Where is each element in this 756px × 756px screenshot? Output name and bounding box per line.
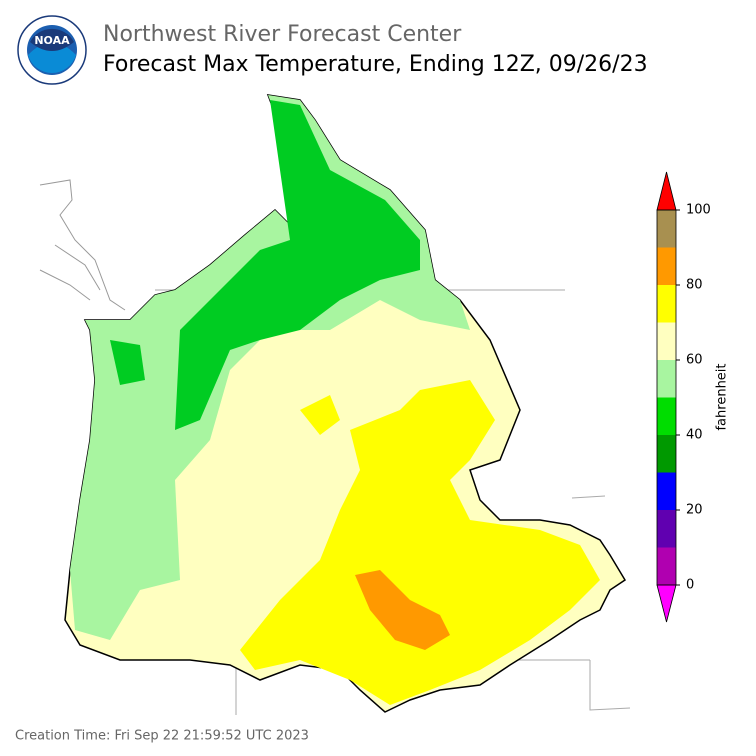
- colorbar-under: [656, 584, 677, 623]
- colorbar-bin: [657, 210, 676, 248]
- colorbar-tick-label: 60: [686, 353, 703, 368]
- colorbar-tick-label: 100: [686, 203, 711, 218]
- map: [39, 94, 631, 715]
- colorbar-bin: [657, 322, 676, 360]
- logo-text: NOAA: [34, 34, 70, 47]
- colorbar-bin: [657, 510, 676, 548]
- colorbar-tick-label: 0: [686, 578, 694, 593]
- colorbar-tick-label: 40: [686, 428, 703, 443]
- subtitle: Forecast Max Temperature, Ending 12Z, 09…: [103, 52, 648, 77]
- colorbar-bin: [657, 247, 676, 285]
- colorbar: fahrenheit 0 20 40 60 80 100: [656, 171, 730, 623]
- colorbar-bin: [657, 360, 676, 398]
- creation-time: Creation Time: Fri Sep 22 21:59:52 UTC 2…: [15, 729, 309, 744]
- colorbar-frame: [656, 209, 677, 586]
- colorbar-bin: [657, 472, 676, 510]
- colorbar-label: fahrenheit: [715, 363, 730, 430]
- colorbar-over: [656, 171, 677, 211]
- title: Northwest River Forecast Center: [103, 22, 462, 47]
- colorbar-bin: [657, 285, 676, 323]
- colorbar-bin: [657, 547, 676, 585]
- colorbar-bin: [657, 435, 676, 473]
- colorbar-tick-label: 20: [686, 503, 703, 518]
- colorbar-bin: [657, 397, 676, 435]
- colorbar-tick-label: 80: [686, 278, 703, 293]
- logo: NOAA: [17, 15, 87, 85]
